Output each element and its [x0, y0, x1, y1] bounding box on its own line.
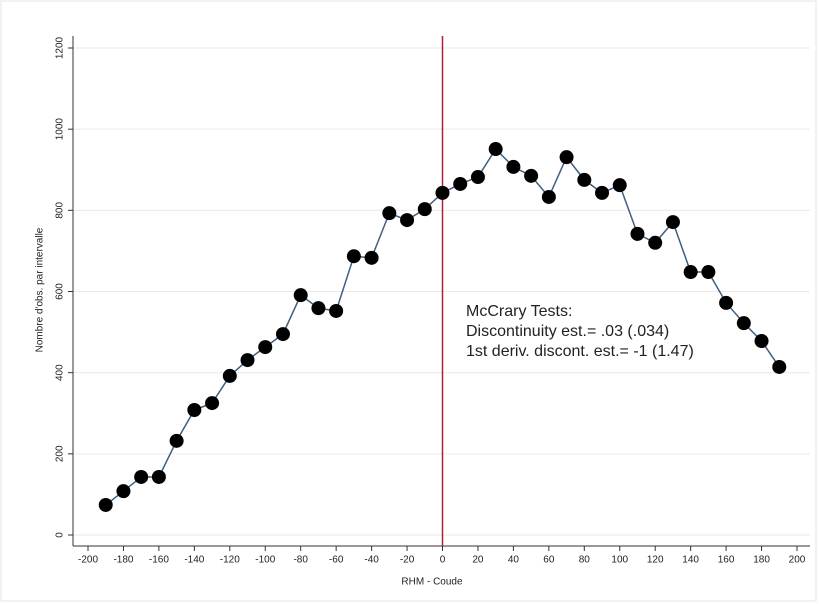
point [665, 215, 680, 230]
x-tick-label: -80 [293, 555, 308, 566]
point [346, 249, 361, 264]
point [240, 353, 255, 368]
point [524, 168, 539, 183]
x-tick-label: -180 [113, 555, 133, 566]
point [683, 265, 698, 280]
point [134, 469, 149, 484]
x-tick-label: -100 [255, 555, 275, 566]
point [169, 433, 184, 448]
x-tick-label: -60 [329, 555, 344, 566]
annotation: 1st deriv. discont. est.= -1 (1.47) [466, 343, 694, 360]
point [719, 295, 734, 310]
point [187, 403, 202, 418]
point [595, 185, 610, 200]
point [364, 250, 379, 265]
point [470, 170, 485, 185]
x-tick-label: -160 [149, 555, 169, 566]
x-tick-label: 20 [472, 555, 484, 566]
x-tick-label: 100 [611, 555, 628, 566]
point [98, 497, 113, 512]
point [754, 334, 769, 349]
x-tick-label: 60 [543, 555, 555, 566]
point [222, 368, 237, 383]
x-tick-label: -200 [78, 555, 98, 566]
point [382, 206, 397, 221]
point [701, 265, 716, 280]
point [612, 178, 627, 193]
x-tick-label: 0 [440, 555, 446, 566]
x-tick-label: -40 [364, 555, 379, 566]
x-tick-label: 120 [647, 555, 664, 566]
y-tick-label: 1200 [55, 36, 66, 59]
y-tick-label: 0 [55, 532, 66, 538]
point [329, 303, 344, 318]
point [648, 235, 663, 250]
point [559, 150, 574, 165]
y-tick-label: 200 [55, 445, 66, 462]
x-tick-label: 140 [682, 555, 699, 566]
x-tick-label: 80 [579, 555, 591, 566]
point [205, 396, 220, 411]
point [417, 202, 432, 217]
point [453, 176, 468, 191]
x-tick-label: -120 [220, 555, 240, 566]
point [400, 213, 415, 228]
x-tick-label: 160 [718, 555, 735, 566]
x-tick-label: -140 [184, 555, 204, 566]
point [541, 189, 556, 204]
y-axis-label: Nombre d'obs. par intervalle [35, 227, 46, 352]
x-tick-label: -20 [400, 555, 415, 566]
y-tick-label: 600 [55, 283, 66, 300]
y-tick-label: 400 [55, 364, 66, 381]
point [151, 469, 166, 484]
y-tick-label: 1000 [55, 118, 66, 141]
x-axis-label: RHM - Coude [401, 577, 463, 588]
point [258, 340, 273, 355]
point [311, 301, 326, 316]
point [736, 316, 751, 331]
annotation: McCrary Tests: [466, 303, 572, 320]
point [488, 142, 503, 157]
annotation: Discontinuity est.= .03 (.034) [466, 323, 669, 340]
x-tick-label: 40 [508, 555, 520, 566]
point [630, 226, 645, 241]
point [577, 172, 592, 187]
y-tick-label: 800 [55, 202, 66, 219]
point [293, 288, 308, 303]
point [435, 185, 450, 200]
x-tick-label: 200 [789, 555, 806, 566]
x-tick-label: 180 [753, 555, 770, 566]
point [772, 359, 787, 374]
point [275, 327, 290, 342]
point [506, 159, 521, 174]
point [116, 484, 131, 499]
